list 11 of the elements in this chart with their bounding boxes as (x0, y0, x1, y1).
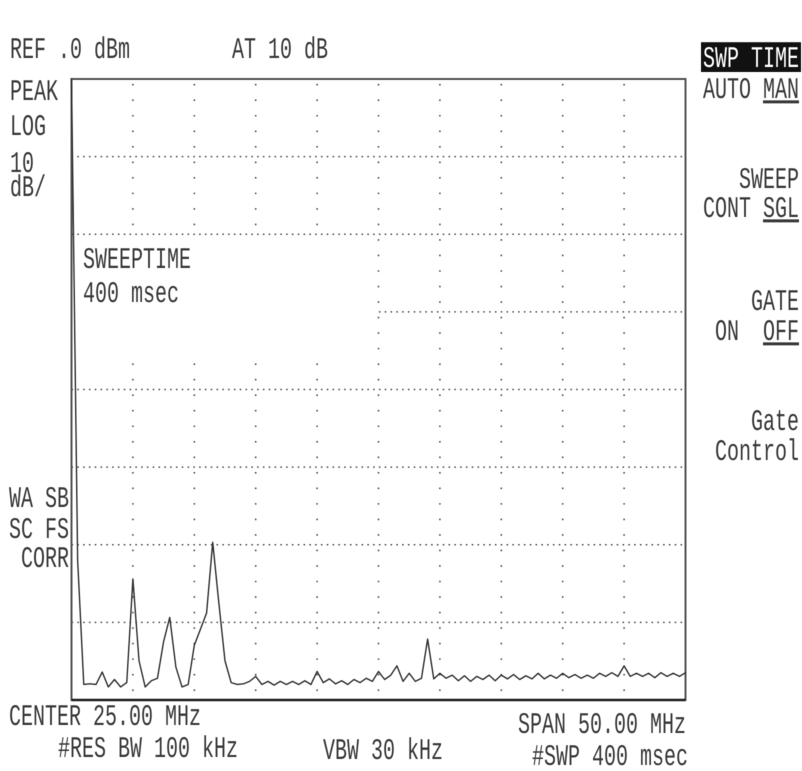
text: LOG (10, 110, 46, 144)
text: SPAN 50.00 MHz (518, 708, 686, 742)
text: VBW 30 kHz (323, 734, 443, 768)
annotation: SWEEPTIME (83, 243, 191, 278)
text: #RES BW 100 kHz (58, 732, 238, 766)
annotation: 400 msec (83, 277, 179, 312)
text: AT 10 dB (232, 33, 328, 68)
text: CENTER 25.00 MHz (9, 700, 201, 734)
text: PEAK (10, 75, 59, 110)
text: REF .0 dBm (10, 33, 130, 68)
text: #SWP 400 msec (532, 740, 688, 771)
